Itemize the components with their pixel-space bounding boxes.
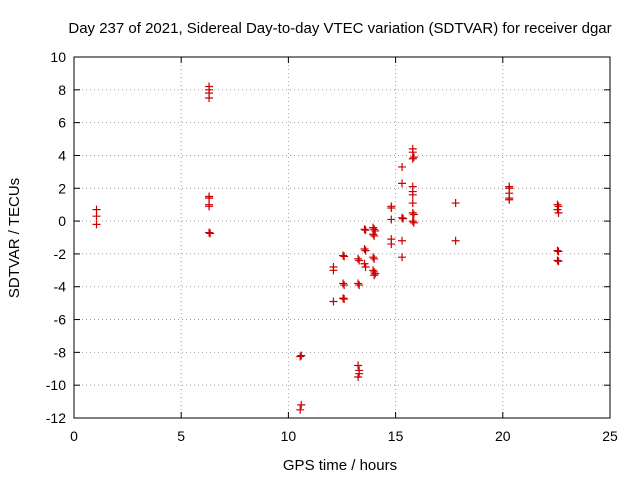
data-point [329, 297, 338, 306]
data-point [340, 281, 349, 290]
y-axis-label: SDTVAR / TECUs [6, 178, 23, 298]
data-point [361, 246, 370, 255]
plot-frame [73, 56, 611, 419]
data-point [360, 244, 369, 253]
data-point [399, 214, 408, 223]
data-point [340, 252, 349, 261]
data-point [92, 220, 101, 229]
data-point [206, 229, 215, 238]
data-point [554, 247, 563, 256]
data-point [370, 231, 379, 240]
data-point [370, 254, 379, 263]
data-point [354, 361, 363, 370]
data-points [92, 82, 563, 414]
data-point [339, 279, 348, 288]
data-point [369, 253, 378, 262]
data-point [409, 153, 418, 162]
data-point [408, 217, 417, 226]
data-point [554, 208, 563, 217]
data-point [451, 236, 460, 245]
data-point [361, 263, 370, 272]
data-point [398, 162, 407, 171]
y-tick-label: 0 [58, 213, 66, 229]
data-point [409, 218, 418, 227]
data-point [553, 205, 562, 214]
data-point [370, 271, 379, 280]
y-tick-label: -10 [46, 377, 66, 393]
y-tick-label: 8 [58, 82, 66, 98]
y-tick-label: -4 [54, 279, 67, 295]
data-point [398, 236, 407, 245]
y-tick-label: 2 [58, 180, 66, 196]
data-point [505, 195, 514, 204]
data-point [355, 281, 364, 290]
data-point [92, 212, 101, 221]
axis-ticks [73, 56, 611, 419]
y-tick-label: 4 [58, 147, 66, 163]
data-point [329, 266, 338, 275]
data-point [369, 230, 378, 239]
x-axis-label: GPS time / hours [283, 457, 397, 474]
data-point [371, 269, 380, 278]
data-point [354, 372, 363, 381]
data-point [451, 199, 460, 208]
data-point [398, 213, 407, 222]
data-point [360, 225, 369, 234]
data-point [355, 369, 364, 378]
data-point [339, 294, 348, 303]
y-tick-label: -6 [54, 312, 67, 328]
x-tick-label: 10 [281, 428, 297, 444]
data-point [554, 257, 563, 266]
data-point [361, 226, 370, 235]
data-point [205, 94, 214, 103]
data-point [360, 259, 369, 268]
data-point [398, 253, 407, 262]
data-point [408, 190, 417, 199]
data-point [553, 246, 562, 255]
x-tick-label: 20 [495, 428, 511, 444]
grid-lines [74, 57, 610, 418]
data-point [339, 251, 348, 260]
data-point [205, 200, 214, 209]
y-tick-label: 6 [58, 115, 66, 131]
x-tick-label: 5 [177, 428, 185, 444]
data-point [408, 199, 417, 208]
data-point [340, 295, 349, 304]
x-tick-label: 0 [70, 428, 78, 444]
data-point [297, 400, 306, 409]
data-point [296, 352, 305, 361]
data-point [387, 240, 396, 249]
data-point [355, 256, 364, 265]
data-point [409, 210, 418, 219]
y-tick-label: -12 [46, 410, 66, 426]
data-point [408, 208, 417, 217]
data-point [205, 228, 214, 237]
tick-labels: 0 5 10 15 20 25 -12 -10 -8 -6 -4 -2 0 2 4 6 8 10 [46, 49, 618, 444]
x-tick-label: 25 [602, 428, 618, 444]
data-point [387, 203, 396, 212]
data-point [296, 405, 305, 414]
data-point [297, 351, 306, 360]
data-point [408, 154, 417, 163]
data-point [398, 179, 407, 188]
chart-title: Day 237 of 2021, Sidereal Day-to-day VTE… [68, 20, 611, 37]
y-tick-label: -2 [54, 246, 67, 262]
data-point [553, 256, 562, 265]
y-tick-label: -8 [54, 344, 67, 360]
x-tick-label: 15 [388, 428, 404, 444]
data-point [354, 279, 363, 288]
data-point [387, 215, 396, 224]
data-point [354, 254, 363, 263]
y-tick-label: 10 [50, 49, 66, 65]
